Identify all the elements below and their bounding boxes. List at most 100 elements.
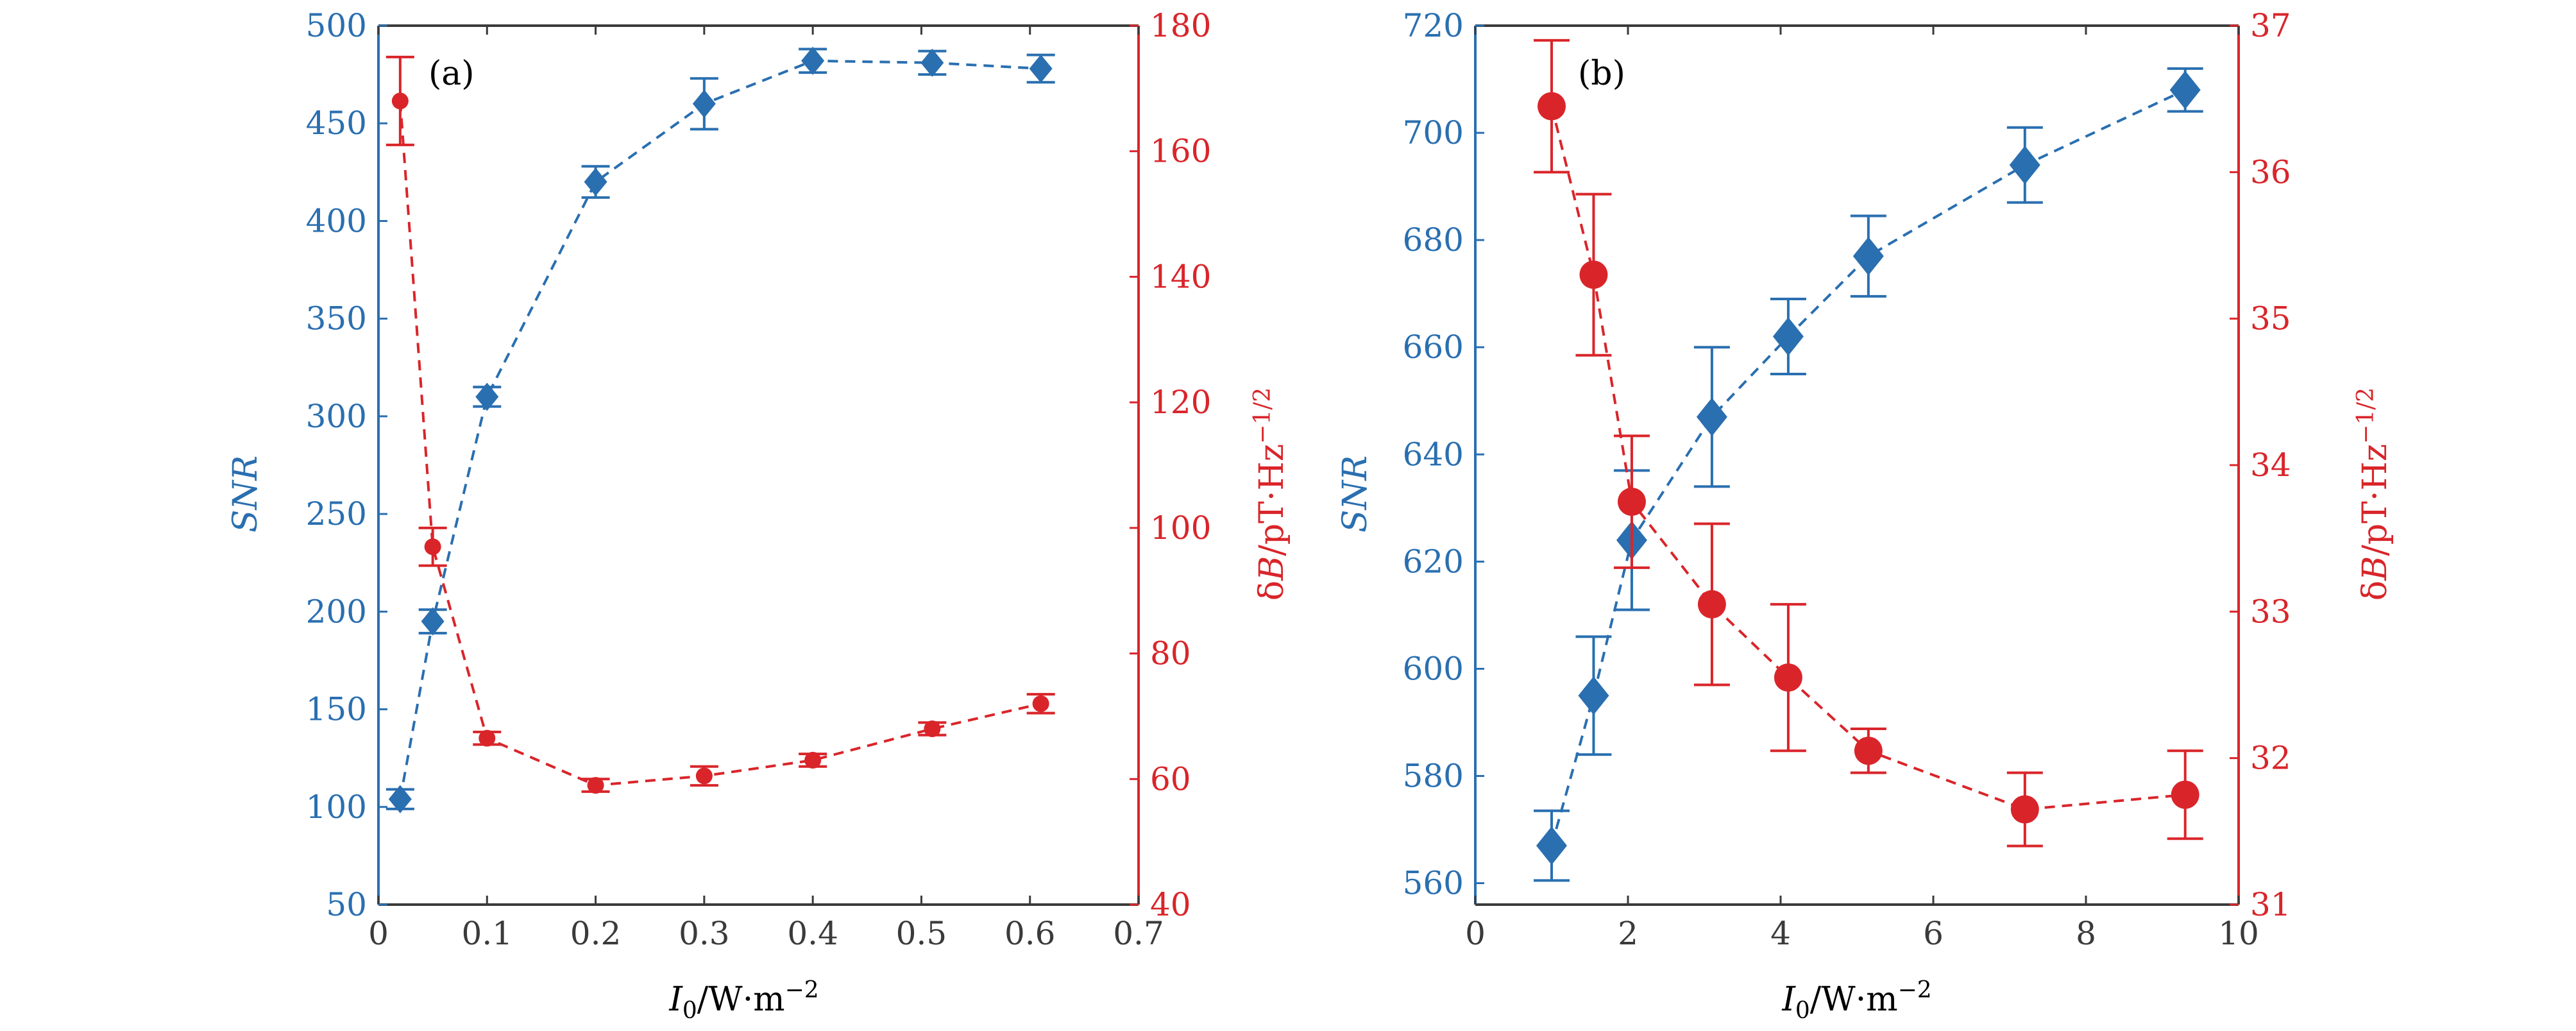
panel-b-right-tick-label: 35	[2250, 300, 2291, 337]
panel-a-left-tick-label: 150	[306, 691, 367, 728]
panel-a-right-axis-title-var: B	[1253, 556, 1291, 581]
panel-a-noise-point	[695, 767, 713, 785]
panel-a-x-axis-title-var: I	[668, 980, 683, 1019]
panel-b-noise-point	[2171, 780, 2199, 809]
panel-b-x-tick-label: 0	[1465, 915, 1486, 952]
panel-b-right-tick-label: 34	[2250, 447, 2291, 484]
panel-b-label: (b)	[1578, 55, 1625, 93]
panel-b-right-tick-label: 31	[2250, 886, 2291, 923]
panel-a-snr-point	[388, 785, 412, 814]
panel-b-noise-point	[1538, 92, 1566, 121]
panel-a-x-tick-label: 0	[368, 915, 389, 952]
panel-b-x-tick-label: 10	[2218, 915, 2259, 952]
panel-a-noise-point	[391, 92, 409, 110]
panel-a-left-tick-label: 450	[306, 105, 367, 142]
panel-a-right-tick-label: 180	[1150, 7, 1211, 44]
panel-b-noise-point	[1579, 260, 1608, 289]
panel-a-left-tick-label: 400	[306, 202, 367, 239]
panel-a-right-axis-title-prefix: δ	[1253, 581, 1291, 601]
panel-b-left-axis-title: SNR	[1336, 456, 1375, 533]
panel-a-noise-point	[479, 729, 496, 747]
panel-a-right-axis-title: δB/pT·Hz−1/2	[1250, 388, 1291, 601]
panel-b-left-tick-label: 560	[1403, 865, 1464, 902]
panel-b-x-tick-label: 4	[1770, 915, 1791, 952]
panel-a-x-axis-title-sub: 0	[682, 998, 697, 1024]
panel-a-snr-dashed-line	[398, 59, 1041, 799]
panel-b-snr-point	[1852, 237, 1884, 276]
panel-a-left-tick-label: 300	[306, 398, 367, 435]
panel-b-snr-point	[2009, 146, 2040, 185]
panel-b-noise-point	[1697, 590, 1726, 618]
panel-a-left-axis-title: SNR	[226, 456, 265, 533]
panel-a-x-tick-label: 0.1	[462, 915, 513, 952]
panel-b-x-axis-title-var: I	[1781, 980, 1796, 1019]
panel-b-left-tick-label: 700	[1403, 114, 1464, 151]
panel-a-x-tick-label: 0.5	[896, 915, 947, 952]
panel-b-right-tick-label: 36	[2250, 153, 2291, 191]
panel-a-left-axis-title-text: SNR	[226, 456, 265, 533]
panel-b-left-tick-label: 620	[1403, 543, 1464, 580]
panel-a-x-axis-title-sup: −2	[785, 977, 819, 1003]
panel-a-left-tick-label: 250	[306, 495, 367, 533]
panel-b-right-axis-title-prefix: δ	[2356, 581, 2394, 601]
panel-a-right-tick-label: 60	[1150, 760, 1191, 797]
panel-b-snr-point	[1772, 317, 1804, 356]
panel-a-noise-point	[1032, 695, 1049, 712]
panel-a-left-tick-label: 100	[306, 788, 367, 826]
panel-b-snr-point	[1696, 397, 1727, 436]
panel-b-snr-point	[1578, 676, 1609, 715]
panel-b-right-axis-title: δB/pT·Hz−1/2	[2353, 388, 2394, 601]
panel-a-snr-point	[801, 46, 825, 75]
panel-b-x-tick-label: 8	[2076, 915, 2096, 952]
panel-a-right-tick-label: 120	[1150, 384, 1211, 421]
panel-a-left-tick-label: 200	[306, 593, 367, 630]
panel-a-label: (a)	[428, 55, 475, 93]
panel-a-snr-point	[584, 167, 607, 196]
panel-a-noise-dashed-line	[398, 101, 1042, 787]
panel-a-right-tick-label: 140	[1150, 258, 1211, 295]
panel-b-x-axis-title-sub: 0	[1795, 998, 1810, 1024]
panel-b-left-tick-label: 580	[1403, 758, 1464, 795]
panel-a-left-tick-label: 350	[306, 300, 367, 337]
panel-a-snr-point	[421, 607, 445, 636]
panel-b-noise-point	[1617, 488, 1646, 516]
panel-b-right-axis-title-var: B	[2356, 556, 2394, 581]
panel-a-x-tick-label: 0.6	[1004, 915, 1056, 952]
panel-b-right-axis-title-unit: /pT·Hz	[2356, 444, 2394, 556]
panel-a-right-tick-label: 80	[1150, 635, 1191, 672]
panel-b-noise-point	[1854, 737, 1883, 765]
panel-a-x-axis-title: I0/W·m−2	[668, 977, 818, 1024]
panel-a: (a) SNR δB/pT·Hz−1/2 I0/W·m−2 0 0.1 0.2 0.3…	[226, 7, 1291, 1024]
panel-a-right-tick-label: 160	[1150, 133, 1211, 170]
panel-a-snr-point	[475, 382, 499, 411]
panel-b-x-axis-title: I0/W·m−2	[1781, 977, 1931, 1024]
panel-b-left-tick-label: 680	[1403, 221, 1464, 259]
panel-a-snr-point	[1029, 54, 1053, 83]
panel-a-x-tick-label: 0.4	[787, 915, 838, 952]
panel-b-noise-point	[2010, 795, 2039, 824]
panel-b-snr-point	[1536, 826, 1567, 865]
panel-b-left-tick-label: 640	[1403, 436, 1464, 473]
panel-b-left-tick-label: 660	[1403, 328, 1464, 366]
panel-a-x-axis-title-unit: /W·m	[697, 980, 785, 1019]
panel-a-right-axis-title-sup: −1/2	[1250, 388, 1276, 444]
panel-b-x-tick-label: 6	[1923, 915, 1944, 952]
panel-a-right-axis-title-unit: /pT·Hz	[1253, 444, 1291, 556]
panel-b-x-tick-label: 2	[1618, 915, 1638, 952]
panel-b-right-tick-label: 37	[2250, 7, 2291, 44]
panel-b-right-tick-label: 32	[2250, 740, 2291, 777]
panel-b-x-axis-title-unit: /W·m	[1810, 980, 1898, 1019]
panel-b-snr-point	[2169, 71, 2201, 110]
panel-a-noise-point	[587, 777, 604, 794]
panel-b-noise-point	[1774, 663, 1802, 692]
panel-a-right-tick-label: 40	[1150, 886, 1191, 923]
panel-b-left-axis-title-text: SNR	[1336, 456, 1375, 533]
panel-a-x-tick-label: 0.2	[570, 915, 622, 952]
panel-a-x-tick-label: 0.3	[679, 915, 730, 952]
panel-b-left-tick-label: 720	[1403, 7, 1464, 44]
panel-a-snr-point	[692, 89, 716, 118]
panel-b: (b) SNR δB/pT·Hz−1/2 I0/W·m−2 0 2 4 6 8 10 560…	[1336, 7, 2394, 1024]
panel-a-noise-point	[424, 538, 441, 556]
panel-b-noise-dashed-line	[1550, 106, 2185, 811]
panel-a-left-tick-label: 50	[326, 886, 367, 923]
